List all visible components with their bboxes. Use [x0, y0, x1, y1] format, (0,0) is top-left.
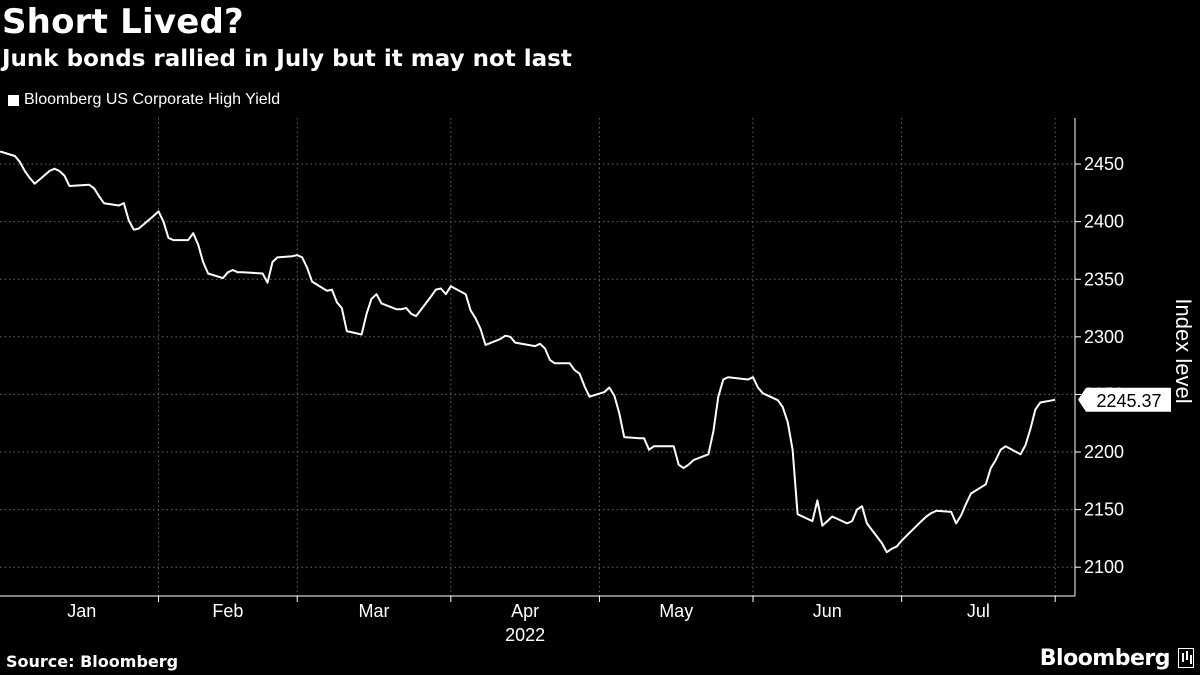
x-axis-title: 2022 [505, 625, 545, 645]
series-group [0, 150, 1056, 554]
y-tick-label: 2200 [1084, 442, 1124, 462]
x-tick-label: Apr [511, 601, 539, 621]
source-note: Source: Bloomberg [6, 652, 179, 671]
x-tick-label: Jun [813, 601, 842, 621]
x-tick-label: Feb [212, 601, 243, 621]
y-tick-label: 2400 [1084, 212, 1124, 232]
chart-legend: Bloomberg US Corporate High Yield [8, 91, 280, 109]
x-tick-label: Mar [359, 601, 390, 621]
x-tick-labels: Jan Feb Mar Apr May Jun Jul [67, 601, 990, 621]
axes [0, 118, 1081, 602]
last-value-callout: 2245.37 [1078, 387, 1171, 412]
y-tick-label: 2300 [1084, 327, 1124, 347]
chart-title: Short Lived? [2, 2, 244, 42]
y-tick-label: 2450 [1084, 154, 1124, 174]
last-value-label: 2245.37 [1096, 391, 1161, 411]
last-value-box [1078, 387, 1171, 412]
y-tick-label: 2100 [1084, 557, 1124, 577]
x-tick-label: Jul [967, 601, 990, 621]
legend-label: Bloomberg US Corporate High Yield [24, 91, 281, 108]
x-tick-label: Jan [67, 601, 96, 621]
y-tick-label: 2150 [1084, 500, 1124, 520]
bloomberg-logo: Bloomberg [1039, 646, 1171, 671]
bloomberg-mark-icon [1178, 648, 1194, 668]
y-tick-labels: 21002150220022502300235024002450 [1084, 154, 1124, 577]
chart-subtitle: Junk bonds rallied in July but it may no… [2, 46, 572, 72]
y-axis-title: Index level [1171, 298, 1196, 403]
x-tick-label: May [659, 601, 693, 621]
grid-lines [0, 118, 1075, 596]
y-tick-label: 2350 [1084, 269, 1124, 289]
legend-swatch [8, 94, 19, 106]
series-line [0, 150, 1056, 554]
